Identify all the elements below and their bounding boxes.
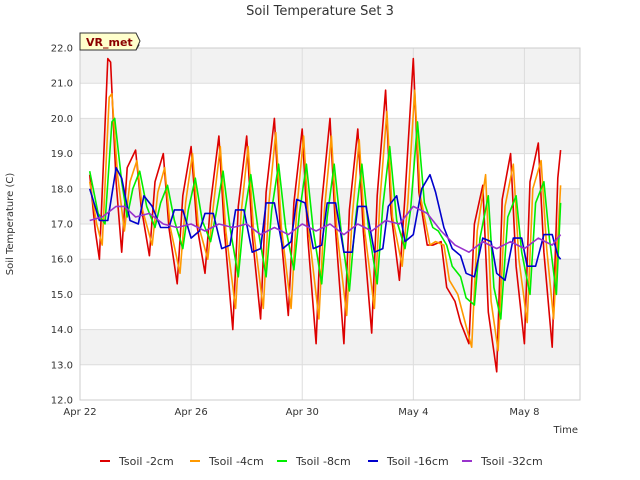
legend-label: Tsoil -8cm bbox=[295, 455, 351, 468]
y-tick-label: 12.0 bbox=[51, 396, 73, 407]
legend-item-tsoil-32cm: Tsoil -32cm bbox=[462, 455, 543, 468]
series-line-tsoil-16cm bbox=[88, 166, 562, 282]
site-label-box: VR_met bbox=[79, 32, 141, 51]
background-band bbox=[80, 329, 580, 365]
y-tick-label: 13.0 bbox=[51, 360, 73, 371]
y-tick-label: 18.0 bbox=[51, 184, 73, 195]
legend-item-tsoil-4cm: Tsoil -4cm bbox=[190, 455, 264, 468]
y-axis-label: Soil Temperature (C) bbox=[5, 173, 16, 276]
y-tick-label: 21.0 bbox=[51, 79, 73, 90]
x-tick-label: Apr 22 bbox=[63, 407, 96, 418]
y-tick-label: 16.0 bbox=[51, 255, 73, 266]
series-line-tsoil-8cm bbox=[88, 117, 562, 320]
series-line-tsoil-2cm bbox=[88, 57, 562, 373]
legend-label: Tsoil -16cm bbox=[386, 455, 449, 468]
y-tick-label: 22.0 bbox=[51, 44, 73, 55]
series-line-tsoil-4cm bbox=[88, 89, 562, 352]
legend-label: Tsoil -2cm bbox=[118, 455, 174, 468]
x-tick-label: Apr 30 bbox=[286, 407, 319, 418]
x-axis-ticks: Apr 22 Apr 26 Apr 30 May 4 May 8 bbox=[63, 407, 539, 418]
y-tick-label: 15.0 bbox=[51, 290, 73, 301]
series-lines bbox=[88, 57, 562, 373]
x-tick-label: Apr 26 bbox=[175, 407, 208, 418]
legend-label: Tsoil -4cm bbox=[208, 455, 264, 468]
y-tick-label: 20.0 bbox=[51, 114, 73, 125]
legend-item-tsoil-16cm: Tsoil -16cm bbox=[368, 455, 449, 468]
x-axis-label: Time bbox=[553, 425, 578, 436]
background-band bbox=[80, 48, 580, 84]
background-band bbox=[80, 259, 580, 295]
y-tick-label: 19.0 bbox=[51, 149, 73, 160]
y-axis-ticks: 12.0 13.0 14.0 15.0 16.0 17.0 18.0 19.0 20.0 21.0… bbox=[51, 44, 73, 407]
x-tick-label: May 8 bbox=[509, 407, 539, 418]
chart-title: Soil Temperature Set 3 bbox=[246, 4, 394, 19]
site-label-text: VR_met bbox=[86, 36, 133, 49]
site-label-tag bbox=[79, 32, 141, 51]
legend: Tsoil -2cm Tsoil -4cm Tsoil -8cm Tsoil -16c… bbox=[100, 455, 543, 468]
y-tick-label: 14.0 bbox=[51, 325, 73, 336]
y-tick-label: 17.0 bbox=[51, 220, 73, 231]
plot-frame bbox=[79, 47, 581, 401]
legend-item-tsoil-8cm: Tsoil -8cm bbox=[277, 455, 351, 468]
x-tick-label: May 4 bbox=[398, 407, 428, 418]
series-line-tsoil-32cm bbox=[89, 205, 562, 253]
legend-item-tsoil-2cm: Tsoil -2cm bbox=[100, 455, 174, 468]
legend-label: Tsoil -32cm bbox=[480, 455, 543, 468]
